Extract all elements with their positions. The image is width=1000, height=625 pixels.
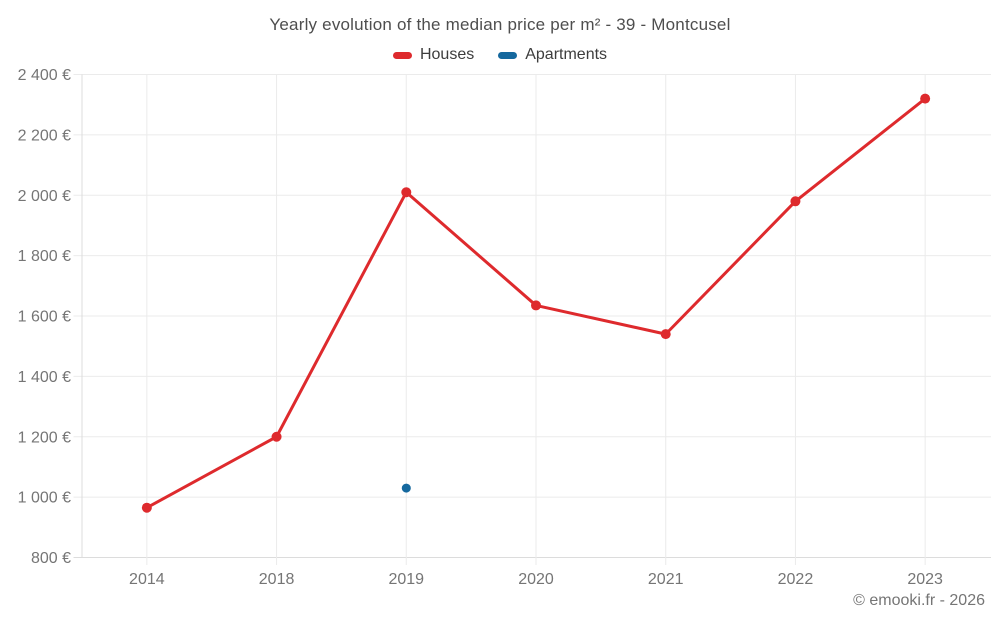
x-axis-label: 2021	[648, 571, 684, 588]
x-axis-label: 2019	[388, 571, 424, 588]
chart-legend: Houses Apartments	[0, 46, 1000, 64]
credit-text: © emooki.fr - 2026	[853, 592, 985, 609]
legend-item-houses[interactable]: Houses	[392, 46, 475, 64]
data-point-houses[interactable]	[401, 187, 412, 198]
legend-item-apartments[interactable]: Apartments	[498, 46, 607, 64]
legend-swatch-houses-icon	[392, 51, 412, 59]
y-axis-label: 2 000 €	[18, 188, 71, 205]
x-axis-label: 2023	[907, 571, 943, 588]
y-axis-label: 1 000 €	[18, 490, 71, 507]
data-point-houses[interactable]	[920, 93, 931, 104]
y-axis-label: 1 600 €	[18, 309, 71, 326]
data-point-houses[interactable]	[790, 196, 801, 207]
y-axis-label: 1 400 €	[18, 369, 71, 386]
y-axis-label: 1 800 €	[18, 248, 71, 265]
x-axis-label: 2018	[259, 571, 295, 588]
data-point-houses[interactable]	[271, 431, 282, 442]
x-axis-label: 2022	[778, 571, 814, 588]
legend-label-houses: Houses	[419, 46, 475, 63]
y-axis-label: 1 200 €	[18, 429, 71, 446]
x-axis-label: 2020	[518, 571, 554, 588]
y-axis-label: 2 200 €	[18, 127, 71, 144]
data-point-houses[interactable]	[660, 329, 671, 340]
x-axis-label: 2014	[129, 571, 165, 588]
data-point-houses[interactable]	[141, 502, 152, 513]
chart-title: Yearly evolution of the median price per…	[269, 15, 731, 34]
legend-swatch-apartments-icon	[498, 51, 518, 59]
y-axis-label: 800 €	[31, 550, 71, 567]
data-point-houses[interactable]	[531, 300, 541, 311]
legend-label-apartments: Apartments	[525, 46, 608, 63]
y-axis-label: 2 400 €	[18, 67, 71, 84]
data-point-apartments[interactable]	[401, 483, 411, 493]
